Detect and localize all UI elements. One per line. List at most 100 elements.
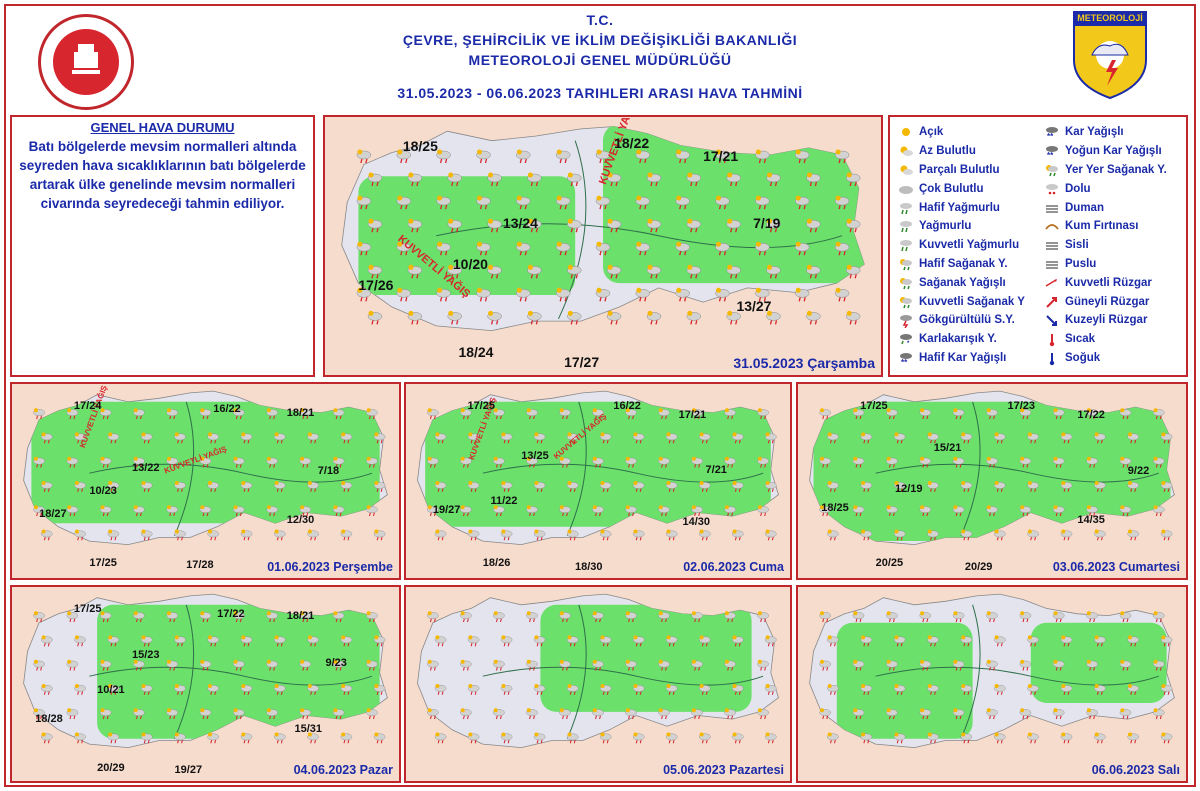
weather-symbol-icon: [1060, 635, 1073, 647]
weather-symbol-icon: [434, 481, 447, 492]
weather-symbol-icon: [665, 635, 678, 647]
weather-symbol-icon: [893, 684, 906, 695]
weather-symbol-icon: [500, 732, 513, 744]
weather-symbol-icon: [794, 195, 810, 210]
weather-symbol-icon: [1119, 659, 1132, 671]
weather-symbol-icon: [1027, 635, 1039, 647]
weather-symbol-icon: [592, 659, 604, 671]
weather-symbol-icon: [526, 708, 538, 720]
temperature-label: 18/26: [482, 556, 511, 569]
legend-item: Hafif Yağmurlu: [898, 198, 1025, 217]
weather-symbol-icon: [764, 432, 777, 444]
weather-symbol-icon: [731, 432, 744, 444]
weather-symbol-icon: [566, 481, 579, 492]
weather-symbol-icon: [166, 456, 178, 468]
weather-symbol-icon: [407, 172, 423, 187]
weather-symbol-icon: [460, 408, 472, 420]
header-line-4: 31.05.2023 - 06.06.2023 TARIHLERI ARASI …: [397, 85, 803, 101]
temperature-label: 18/24: [458, 344, 494, 361]
weather-symbol-icon: [731, 732, 744, 744]
weather-symbol-icon: [632, 635, 645, 647]
weather-symbol-icon: [1086, 456, 1098, 468]
weather-symbol-icon: [1060, 684, 1073, 695]
weather-symbol-icon: [927, 684, 939, 695]
weather-symbol-icon: [476, 195, 491, 210]
weather-symbol-icon: [447, 264, 462, 279]
temperature-label: 10/23: [89, 484, 117, 497]
weather-symbol-icon: [731, 635, 744, 647]
weather-symbol-icon: [1152, 456, 1165, 468]
weather-symbol-icon: [74, 732, 86, 744]
weather-symbol-icon: [764, 481, 777, 492]
legend-item: Parçalı Bulutlu: [898, 161, 1025, 180]
weather-symbol-icon: [174, 635, 186, 647]
weather-symbol-icon: [1027, 684, 1039, 695]
weather-symbol-icon: [919, 611, 932, 623]
weather-symbol-icon: [493, 611, 505, 623]
weather-symbol-icon: [834, 149, 850, 164]
weather-symbol-icon: [434, 635, 447, 647]
weather-symbol-icon: [366, 456, 378, 468]
weather-symbol-icon: [898, 276, 914, 290]
weather-symbol-icon: [658, 708, 670, 720]
weather-symbol-icon: [834, 195, 850, 210]
legend-label: Çok Bulutlu: [919, 182, 984, 195]
weather-symbol-icon: [986, 659, 998, 671]
weather-symbol-icon: [174, 529, 186, 541]
temperature-label: 13/25: [521, 449, 549, 462]
weather-symbol-icon: [886, 708, 898, 720]
weather-symbol-icon: [1127, 732, 1140, 744]
weather-symbol-icon: [567, 310, 582, 325]
legend-item: Yağmurlu: [898, 217, 1025, 236]
weather-symbol-icon: [447, 310, 462, 325]
weather-symbol-icon: [731, 529, 744, 541]
weather-symbol-icon: [1127, 481, 1140, 492]
legend-label: Az Bulutlu: [919, 145, 976, 158]
forecast-day-label: 01.06.2023 Perşembe: [267, 560, 393, 574]
general-weather-title: GENEL HAVA DURUMU: [90, 120, 235, 135]
weather-symbol-icon: [460, 505, 472, 517]
weather-symbol-icon: [898, 163, 914, 177]
weather-symbol-icon: [516, 195, 531, 210]
weather-symbol-icon: [986, 611, 998, 623]
weather-symbol-icon: [566, 432, 579, 444]
legend-item: ** Hafif Kar Yağışlı: [898, 349, 1025, 368]
weather-symbol-icon: [686, 310, 702, 325]
weather-symbol-icon: [240, 684, 253, 695]
weather-symbol-icon: [566, 732, 579, 744]
weather-symbol-icon: [606, 218, 622, 233]
weather-symbol-icon: [755, 195, 770, 210]
weather-symbol-icon: [427, 408, 439, 420]
weather-symbol-icon: [526, 408, 538, 420]
weather-symbol-icon: [1044, 351, 1060, 366]
weather-symbol-icon: [919, 659, 932, 671]
temperature-label: 17/21: [703, 147, 739, 164]
weather-symbol-icon: [606, 264, 622, 279]
weather-symbol-icon: [566, 635, 579, 647]
legend-item: Dolu: [1044, 179, 1167, 198]
weather-symbol-icon: [74, 481, 86, 492]
weather-symbol-icon: [665, 481, 678, 492]
weather-symbol-icon: [986, 456, 998, 468]
weather-symbol-icon: [927, 529, 939, 541]
weather-symbol-icon: [273, 529, 286, 541]
weather-symbol-icon: [74, 684, 86, 695]
weather-symbol-icon: [533, 732, 546, 744]
weather-symbol-icon: [1127, 432, 1140, 444]
weather-symbol-icon: [567, 264, 582, 279]
weather-symbol-icon: [1094, 635, 1106, 647]
weather-symbol-icon: [107, 635, 120, 647]
weather-symbol-icon: [1127, 635, 1140, 647]
weather-symbol-icon: [715, 195, 730, 210]
weather-symbol-icon: [174, 481, 186, 492]
weather-symbol-icon: [766, 172, 781, 187]
weather-symbol-icon: [819, 611, 832, 623]
weather-symbol-icon: [715, 241, 730, 256]
weather-symbol-icon: [366, 708, 378, 720]
weather-symbol-icon: [1119, 611, 1132, 623]
weather-symbol-icon: [373, 732, 386, 744]
weather-symbol-icon: [592, 708, 604, 720]
weather-symbol-icon: [646, 264, 662, 279]
weather-symbol-icon: [724, 456, 736, 468]
weather-symbol-icon: [698, 529, 711, 541]
